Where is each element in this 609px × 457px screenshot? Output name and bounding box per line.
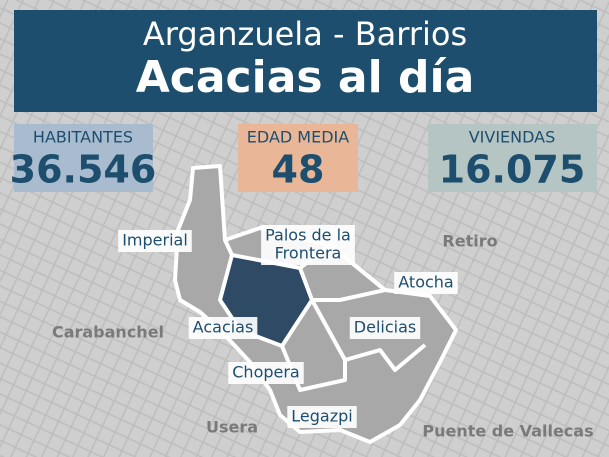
neighborhood-label: Chopera <box>232 363 299 382</box>
neighborhood-label: Delicias <box>354 318 416 337</box>
neighborhood-label: Imperial <box>122 231 188 250</box>
surrounding-label: Retiro <box>442 232 497 251</box>
label-background <box>261 225 355 265</box>
boundary <box>310 299 427 372</box>
neighborhood-label: Palos de la <box>265 226 351 245</box>
title: Acacias al día <box>136 52 475 103</box>
label-background <box>188 317 258 339</box>
boundary <box>223 239 234 256</box>
label-background <box>228 362 304 384</box>
subtitle: Arganzuela - Barrios <box>143 15 467 53</box>
stat-box <box>238 124 358 192</box>
neighborhood-label: Frontera <box>275 244 342 263</box>
stat-value: 16.075 <box>439 148 586 192</box>
neighborhood-label: Atocha <box>398 273 453 292</box>
neighborhood-label: Legazpi <box>291 407 352 426</box>
label-background <box>118 230 192 252</box>
stat-box <box>14 124 153 192</box>
stat-label: HABITANTES <box>33 128 133 147</box>
surrounding-label: Carabanchel <box>52 323 164 342</box>
label-background <box>287 406 357 428</box>
header-bar <box>14 10 597 112</box>
label-background <box>394 272 458 294</box>
neighborhood-label: Acacias <box>193 318 254 337</box>
stat-value: 36.546 <box>10 148 157 192</box>
surrounding-label: Usera <box>206 418 258 437</box>
surrounding-label: Puente de Vallecas <box>422 422 593 441</box>
stat-label: VIVIENDAS <box>469 128 556 147</box>
stat-value: 48 <box>272 148 325 192</box>
label-background <box>349 317 421 339</box>
stat-box <box>428 124 597 192</box>
stat-label: EDAD MEDIA <box>247 128 349 147</box>
